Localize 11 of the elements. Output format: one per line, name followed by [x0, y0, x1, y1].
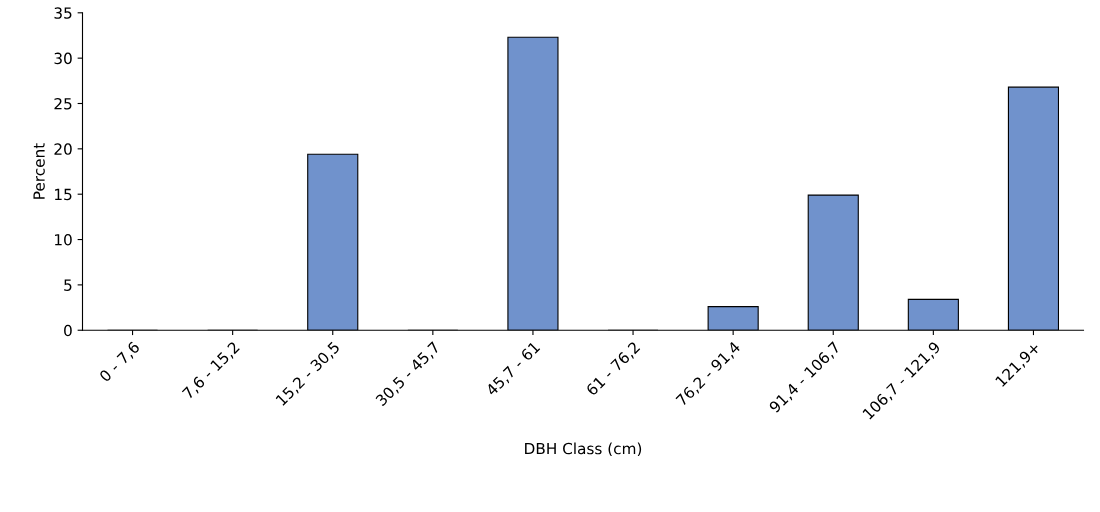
y-tick-label: 15: [55, 188, 72, 201]
y-axis-title: Percent: [33, 143, 45, 199]
y-tick-label: 35: [54, 7, 72, 19]
x-tick-label: 0 - 7,6: [98, 340, 142, 384]
y-tick-label: 10: [55, 234, 72, 246]
y-tick-label: 5: [64, 279, 72, 291]
y-tick-label: 30: [54, 52, 72, 65]
y-tick-label: 0: [64, 324, 72, 337]
y-tick-label: 20: [54, 143, 72, 155]
y-tick-label: 25: [54, 97, 72, 110]
x-axis-title: DBH Class (cm): [525, 442, 642, 457]
